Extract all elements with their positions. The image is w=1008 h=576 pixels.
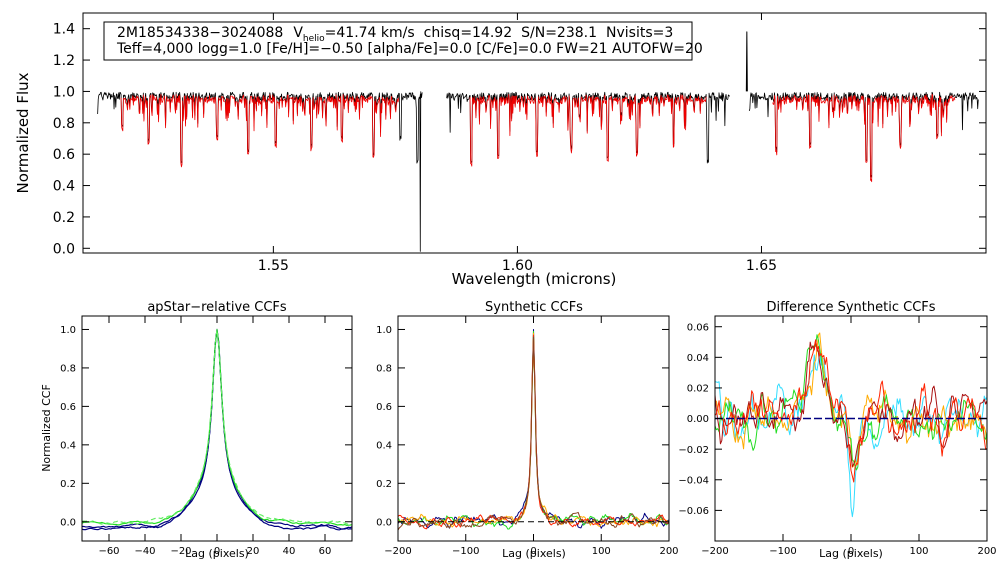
- synthetic-ccf-y-tick-label: 1.0: [376, 325, 392, 336]
- synthetic-ccf-y-tick-label: 0.2: [376, 479, 392, 490]
- difference-ccf-title: Difference Synthetic CCFs: [766, 300, 935, 315]
- spectrum-y-tick-label: 0.6: [53, 147, 75, 163]
- apstar-ccf-y-tick-label: 0.8: [60, 364, 76, 375]
- synthetic-ccf-series-group: [397, 328, 670, 531]
- spectrum-x-axis-label: Wavelength (microns): [452, 270, 617, 288]
- observed-spectrum-segment: [446, 91, 730, 164]
- difference-ccf-series-group: [714, 332, 988, 518]
- apstar-ccf-x-tick-label: −20: [170, 546, 191, 557]
- apstar-ccf-x-tick-label: 60: [319, 546, 332, 557]
- apstar-ccf-x-tick-label: −60: [98, 546, 119, 557]
- synthetic-ccf-y-tick-label: 0.6: [376, 402, 392, 413]
- spectrum-y-tick-label: 0.4: [53, 179, 75, 195]
- model-spectrum-segment: [120, 94, 400, 168]
- synthetic-ccf-panel: −200 −100 0 100 200 0.0 0.2 0.4 0.6 0.8 1.0 Synthe…: [376, 300, 678, 560]
- difference-ccf-y-tick-label: −0.04: [678, 475, 709, 486]
- difference-ccf-y-tick-label: 0.06: [687, 322, 709, 333]
- spectrum-y-tick-label: 0.0: [53, 241, 75, 257]
- difference-ccf-panel: −200 −100 0 100 200 −0.06 −0.04 −0.02 0.00 0.02 0.…: [678, 300, 996, 560]
- synthetic-ccf-x-tick-label: 200: [659, 546, 678, 557]
- difference-ccf-y-tick-label: 0.00: [687, 414, 709, 425]
- apstar-ccf-y-tick-label: 0.2: [60, 479, 76, 490]
- spectrum-plot-frame: [82, 12, 987, 254]
- difference-ccf-x-tick-label: 200: [977, 546, 996, 557]
- spectrum-spike: [745, 31, 748, 92]
- apstar-ccf-panel: −60 −40 −20 0 20 40 60 0.0 0.2 0.4 0.6 0.8 1.0 apSta…: [40, 300, 353, 560]
- difference-ccf-series-4: [714, 339, 988, 468]
- vhelio-value: =41.74 km/s: [325, 25, 415, 41]
- spectrum-y-tick-label: 0.2: [53, 210, 75, 226]
- difference-ccf-x-tick-label: 0: [848, 546, 854, 557]
- spectrum-y-tick-label: 1.0: [53, 84, 75, 100]
- spectrum-y-tick-label: 1.4: [53, 22, 75, 38]
- difference-ccf-ticks: −200 −100 0 100 200 −0.06 −0.04 −0.02 0.00 0.02 0.…: [678, 316, 997, 557]
- spectrum-x-tick-label: 1.55: [258, 258, 289, 274]
- apstar-ccf-ticks: −60 −40 −20 0 20 40 60 0.0 0.2 0.4 0.6 0.8 1.0: [60, 316, 352, 557]
- difference-ccf-y-tick-label: 0.02: [687, 384, 709, 395]
- difference-ccf-y-tick-label: −0.06: [678, 506, 709, 517]
- apstar-ccf-y-axis-label: Normalized CCF: [40, 384, 53, 472]
- apstar-ccf-y-tick-label: 0.0: [60, 517, 76, 528]
- difference-ccf-x-tick-label: 100: [909, 546, 928, 557]
- apstar-ccf-series-group: [81, 328, 353, 531]
- vhelio-subscript: helio: [303, 34, 325, 44]
- apstar-ccf-x-tick-label: 0: [214, 546, 220, 557]
- synthetic-ccf-x-tick-label: −100: [452, 546, 479, 557]
- spectrum-y-tick-label: 0.8: [53, 116, 75, 132]
- synthetic-ccf-x-tick-label: −200: [384, 546, 411, 557]
- star-id: 2M18534338−3024088: [117, 25, 283, 41]
- difference-ccf-y-tick-label: 0.04: [687, 353, 709, 364]
- apstar-ccf-y-tick-label: 0.6: [60, 402, 76, 413]
- info-box-frame: [103, 21, 693, 61]
- apstar-ccf-title: apStar−relative CCFs: [147, 300, 287, 315]
- difference-ccf-x-axis-label: Lag (pixels): [819, 547, 883, 560]
- apstar-ccf-series-4: [81, 328, 353, 526]
- spectrum-x-tick-label: 1.65: [746, 258, 777, 274]
- difference-ccf-y-tick-label: −0.02: [678, 445, 709, 456]
- model-spectrum-segment: [469, 94, 707, 167]
- apstar-ccf-x-tick-label: 20: [247, 546, 260, 557]
- snr-value: S/N=238.1: [521, 25, 597, 41]
- apstar-ccf-y-tick-label: 0.4: [60, 440, 76, 451]
- spectrum-y-axis-label: Normalized Flux: [14, 72, 32, 193]
- synthetic-ccf-x-tick-label: 0: [530, 546, 536, 557]
- apstar-ccf-x-tick-label: −40: [134, 546, 155, 557]
- synthetic-ccf-series-4: [397, 334, 670, 530]
- info-line-1: 2M18534338−3024088 Vhelio=41.74 km/s chisq…: [117, 25, 673, 44]
- synthetic-ccf-y-tick-label: 0.0: [376, 517, 392, 528]
- vhelio-symbol: V: [293, 25, 303, 41]
- apstar-ccf-x-axis-label: Lag (pixels): [185, 547, 249, 560]
- difference-ccf-x-tick-label: −200: [701, 546, 728, 557]
- spectrum-x-tick-label: 1.60: [502, 258, 533, 274]
- synthetic-ccf-y-tick-label: 0.4: [376, 440, 392, 451]
- apstar-ccf-y-tick-label: 1.0: [60, 325, 76, 336]
- apstar-ccf-x-tick-label: 40: [283, 546, 296, 557]
- difference-ccf-x-tick-label: −100: [769, 546, 796, 557]
- synthetic-ccf-ticks: −200 −100 0 100 200 0.0 0.2 0.4 0.6 0.8 1.0: [376, 316, 679, 557]
- spectrum-panel: 1.55 1.60 1.65 0.0 0.2 0.4 0.6 0.8 1.0 1.2 1.4 Nor…: [14, 12, 987, 288]
- info-line-2: Teff=4,000 logg=1.0 [Fe/H]=−0.50 [alpha/…: [116, 41, 703, 57]
- nvisits-value: Nvisits=3: [606, 25, 673, 41]
- chisq-value: chisq=14.92: [424, 25, 512, 41]
- info-box: 2M18534338−3024088 Vhelio=41.74 km/s chisq…: [103, 21, 703, 61]
- synthetic-ccf-x-axis-label: Lag (pixels): [502, 547, 566, 560]
- synthetic-ccf-x-tick-label: 100: [592, 546, 611, 557]
- spectrum-ticks: 1.55 1.60 1.65 0.0 0.2 0.4 0.6 0.8 1.0 1.2 1.4: [53, 13, 986, 274]
- difference-ccf-series-5: [714, 339, 988, 483]
- synthetic-ccf-title: Synthetic CCFs: [485, 300, 583, 315]
- spectrum-y-tick-label: 1.2: [53, 53, 75, 69]
- spectrum-series-group: [97, 31, 979, 252]
- model-spectrum-segment: [772, 93, 956, 183]
- synthetic-ccf-series-1: [397, 328, 670, 529]
- synthetic-ccf-y-tick-label: 0.8: [376, 364, 392, 375]
